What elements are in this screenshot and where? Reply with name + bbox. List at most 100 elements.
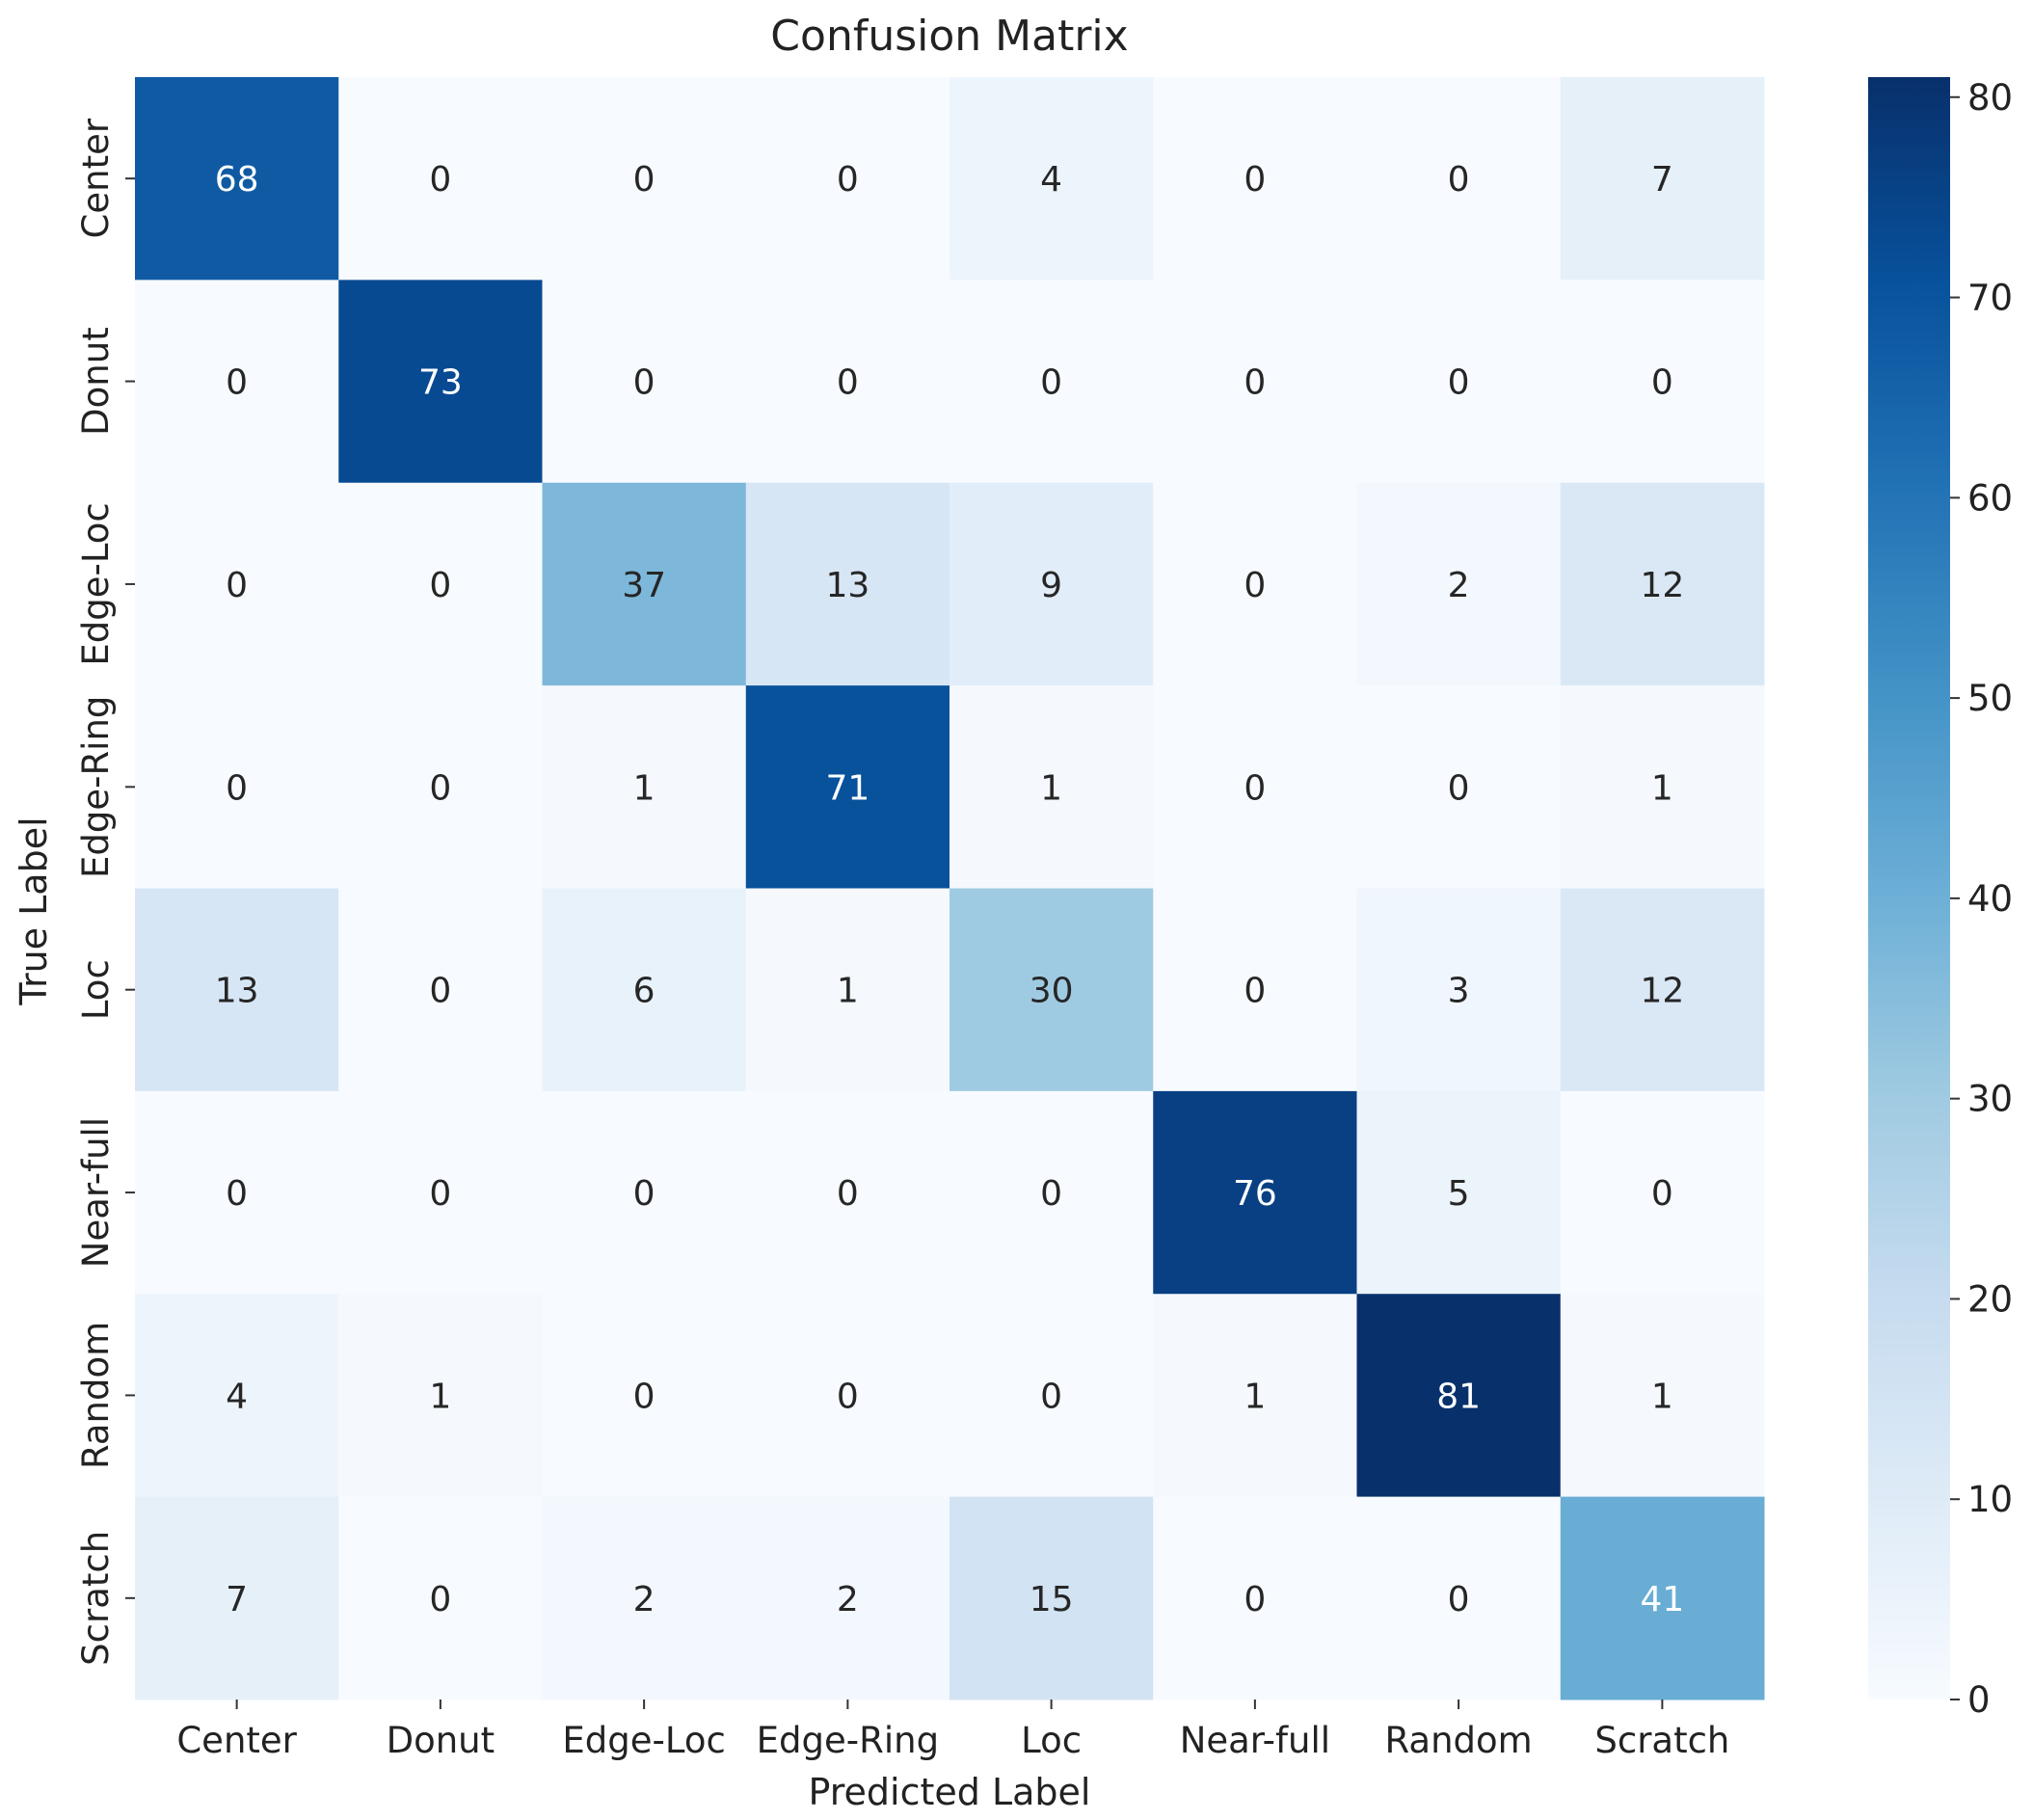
heatmap-cell [135, 1496, 339, 1700]
chart-title: Confusion Matrix [770, 12, 1128, 61]
colorbar-tick-label: 40 [1967, 878, 2013, 920]
heatmap-cell [950, 280, 1154, 484]
heatmap-cell [1560, 888, 1765, 1092]
cell-value-label: 0 [429, 1174, 451, 1214]
heatmap-cells: 68 0 0 0 4 0 0 70 73 0 0 0 0 0 00 0 37 13 9 0 2 120 0 1 71 1 0 0 113… [135, 77, 1765, 1700]
cell-value-label: 0 [1651, 1174, 1673, 1214]
y-tick-label: Donut [75, 327, 117, 436]
cell-value-label: 0 [226, 1174, 248, 1214]
cell-value-label: 7 [226, 1580, 248, 1619]
heatmap-cell [338, 685, 543, 889]
x-tick-labels: Center Donut Edge-Loc Edge-Ring Loc Near-full… [176, 1700, 1729, 1761]
cell-value-label: 1 [429, 1377, 451, 1416]
y-tick-label: Center [75, 118, 117, 238]
heatmap-cell [1356, 77, 1562, 281]
y-tick-label: Edge-Loc [75, 502, 117, 665]
cell-value-label: 76 [1233, 1174, 1277, 1214]
cell-value-label: 0 [1448, 1580, 1470, 1619]
heatmap-cell [1356, 888, 1562, 1092]
cell-value-label: 0 [1244, 566, 1266, 605]
cell-value-label: 1 [633, 768, 655, 808]
cell-value-label: 0 [1244, 160, 1266, 200]
cell-value-label: 9 [1040, 566, 1062, 605]
heatmap-cell [542, 280, 747, 484]
cell-value-label: 0 [1040, 363, 1062, 403]
cell-value-label: 0 [1651, 363, 1673, 403]
heatmap-cell [745, 1090, 950, 1295]
x-tick-label: Random [1385, 1720, 1533, 1761]
cell-value-label: 2 [1448, 566, 1470, 605]
cell-value-label: 0 [1244, 768, 1266, 808]
heatmap-cell [950, 1496, 1154, 1700]
x-tick-label: Center [176, 1720, 297, 1761]
cell-value-label: 0 [1040, 1377, 1062, 1416]
cell-value-label: 0 [1448, 160, 1470, 200]
y-tick-label: Scratch [75, 1531, 117, 1666]
cell-value-label: 37 [622, 566, 666, 605]
x-tick-label: Scratch [1594, 1720, 1729, 1761]
heatmap-cell [950, 685, 1154, 889]
y-tick-label: Loc [75, 959, 117, 1020]
colorbar-tick-label: 0 [1967, 1679, 1991, 1721]
heatmap-cell [1560, 685, 1765, 889]
heatmap-cell [1153, 280, 1357, 484]
heatmap-cell [1560, 1090, 1765, 1295]
cell-value-label: 5 [1448, 1174, 1470, 1214]
cell-value-label: 0 [429, 768, 451, 808]
cell-value-label: 1 [837, 972, 859, 1011]
cell-value-label: 81 [1436, 1377, 1481, 1416]
cell-value-label: 4 [226, 1377, 248, 1416]
cell-value-label: 0 [226, 566, 248, 605]
heatmap-cell [950, 1090, 1154, 1295]
y-tick-label: Edge-Ring [75, 696, 117, 878]
y-tick-label: Random [75, 1322, 117, 1469]
heatmap-cell [1560, 280, 1765, 484]
heatmap-cell [542, 1294, 747, 1498]
heatmap-cell [950, 1294, 1154, 1498]
heatmap-cell [135, 685, 339, 889]
cell-value-label: 0 [429, 972, 451, 1011]
heatmap-cell [542, 482, 747, 686]
cell-value-label: 0 [429, 566, 451, 605]
heatmap-cell [1356, 685, 1562, 889]
heatmap-cell [338, 888, 543, 1092]
heatmap-cell [135, 482, 339, 686]
heatmap-cell [135, 1090, 339, 1295]
heatmap-cell [338, 482, 543, 686]
cell-value-label: 12 [1640, 566, 1684, 605]
heatmap-cell [338, 77, 543, 281]
cell-value-label: 1 [1040, 768, 1062, 808]
x-tick-label: Loc [1021, 1720, 1082, 1761]
heatmap-cell [1560, 482, 1765, 686]
heatmap-cell [542, 685, 747, 889]
x-axis-label: Predicted Label [809, 1771, 1091, 1813]
cell-value-label: 30 [1030, 972, 1074, 1011]
heatmap-cell [745, 1294, 950, 1498]
heatmap-cell [135, 280, 339, 484]
cell-value-label: 0 [1244, 972, 1266, 1011]
heatmap-cell [135, 888, 339, 1092]
x-tick-label: Edge-Ring [757, 1720, 939, 1761]
cell-value-label: 1 [1244, 1377, 1266, 1416]
heatmap-cell [745, 888, 950, 1092]
cell-value-label: 0 [837, 1174, 859, 1214]
heatmap-cell [542, 1496, 747, 1700]
cell-value-label: 0 [226, 768, 248, 808]
cell-value-label: 0 [226, 363, 248, 403]
cell-value-label: 2 [633, 1580, 655, 1619]
heatmap-cell [950, 482, 1154, 686]
cell-value-label: 4 [1040, 160, 1062, 200]
cell-value-label: 0 [837, 160, 859, 200]
heatmap-cell [1560, 77, 1765, 281]
heatmap-cell [1153, 888, 1357, 1092]
cell-value-label: 0 [1040, 1174, 1062, 1214]
cell-value-label: 71 [825, 768, 869, 808]
cell-value-label: 73 [418, 363, 463, 403]
heatmap-cell [745, 1496, 950, 1700]
heatmap-cell [1153, 482, 1357, 686]
cell-value-label: 13 [825, 566, 869, 605]
heatmap-cell [1560, 1496, 1765, 1700]
cell-value-label: 0 [633, 1174, 655, 1214]
heatmap-cell [135, 1294, 339, 1498]
